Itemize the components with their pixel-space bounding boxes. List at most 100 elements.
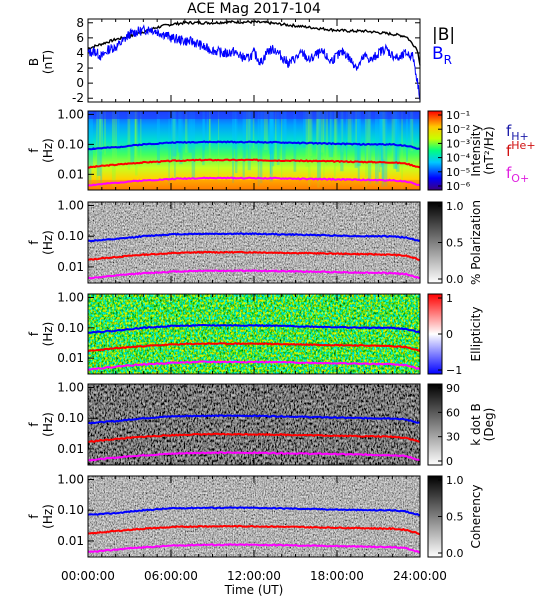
intensity-streak: [281, 111, 283, 180]
legend-br-main: B: [432, 44, 444, 64]
colorbar-label: % Polarization: [469, 200, 483, 285]
intensity-streak: [284, 111, 287, 145]
x-tick-label: 06:00:00: [144, 569, 198, 583]
intensity-streak: [188, 111, 192, 153]
intensity-streak: [127, 111, 131, 170]
intensity-streak: [317, 111, 320, 188]
intensity-streak: [115, 111, 117, 163]
panel-ellipticity: 1.00 0.10 0.01 f (Hz) 1 0 −1 Ellipticity: [27, 290, 483, 377]
gyro-line-fHe: [88, 342, 420, 353]
intensity-streak: [392, 111, 396, 169]
x-tick-label: 18:00:00: [310, 569, 364, 583]
intensity-streak: [140, 111, 142, 167]
intensity-streak: [379, 111, 381, 148]
ylabel-units: (Hz): [41, 138, 55, 163]
br-line: [87, 24, 421, 101]
intensity-streak: [379, 111, 382, 145]
intensity-streak: [274, 111, 277, 156]
colorbar-tick-label: 0.5: [446, 237, 464, 250]
intensity-streak: [320, 111, 324, 153]
ylabel: f: [27, 422, 41, 427]
intensity-streak: [317, 111, 321, 167]
intensity-streak: [232, 111, 235, 184]
intensity-streak: [202, 111, 205, 166]
intensity-background: [88, 111, 420, 190]
ytick-label: 1.00: [57, 381, 84, 395]
colorbar-tick-label: 10⁻⁵: [446, 166, 470, 179]
panel-coherency-image: [88, 476, 420, 557]
intensity-streak: [269, 111, 274, 161]
intensity-streak: [233, 111, 237, 149]
intensity-streak: [179, 111, 183, 165]
intensity-streak: [218, 111, 220, 183]
intensity-streak: [172, 111, 177, 157]
colorbar: [427, 383, 443, 466]
x-tick-label: 24:00:00: [393, 569, 447, 583]
intensity-streak: [100, 111, 103, 189]
panel-kdotb-image: [88, 384, 420, 465]
intensity-streak: [365, 111, 367, 190]
intensity-streak: [347, 111, 352, 147]
colorbar-tick-label: 10⁻³: [446, 137, 470, 150]
ylabel: f: [27, 331, 41, 336]
intensity-streak: [340, 111, 344, 172]
colorbar-tick-label: 0.5: [446, 511, 464, 524]
x-axis-ticks: 00:00:00 06:00:00 12:00:00 18:00:00 24:00:00: [61, 19, 447, 583]
intensity-streak: [250, 111, 253, 144]
x-tick-label: 12:00:00: [227, 569, 281, 583]
gyro-line-fH: [88, 414, 420, 425]
intensity-streak: [134, 111, 137, 162]
panel-intensity: 1.00 0.10 0.01 f (Hz) 10⁻¹10⁻²10⁻³ 10⁻⁴10⁻⁵10⁻…: [27, 107, 496, 193]
legend-fO-sub: O+: [511, 172, 529, 185]
intensity-streak: [247, 111, 251, 171]
intensity-streak: [249, 111, 251, 161]
intensity-streak: [99, 111, 101, 148]
ylabel-units: (Hz): [41, 322, 55, 347]
intensity-streak: [384, 111, 388, 187]
intensity-streak: [410, 111, 414, 152]
panel-polarization-image: [88, 202, 420, 283]
colorbar-tick-label: 0.0: [446, 273, 464, 286]
intensity-streak: [381, 111, 384, 188]
intensity-streak: [323, 111, 325, 182]
ylabel: f: [27, 514, 41, 519]
panel-b-ylabel: B: [27, 58, 41, 66]
colorbar-tick-label: 30: [446, 431, 460, 444]
intensity-streak: [252, 111, 255, 149]
intensity-streak: [351, 111, 354, 144]
colorbar-tick-label: 0: [446, 455, 453, 468]
intensity-streak: [177, 111, 181, 153]
intensity-streak: [203, 111, 205, 151]
intensity-streak: [88, 111, 92, 185]
ytick-label: 0.01: [57, 534, 84, 548]
gyro-line-fH: [88, 232, 420, 243]
intensity-streak: [293, 111, 297, 172]
intensity-streak: [315, 111, 318, 163]
gyro-line-fH: [88, 323, 420, 334]
intensity-streak: [271, 111, 273, 147]
intensity-streak: [345, 111, 348, 164]
b-ytick-label: 4: [76, 46, 84, 60]
intensity-streak: [135, 111, 138, 176]
ytick-label: 0.10: [57, 229, 84, 243]
intensity-streak: [357, 111, 360, 181]
ytick-label: 0.10: [57, 137, 84, 151]
panel-intensity-image: [88, 111, 420, 190]
colorbar-label: Coherency: [469, 484, 483, 548]
intensity-streak: [333, 111, 336, 182]
intensity-streak: [269, 111, 273, 182]
intensity-streak: [309, 111, 313, 157]
x-tick-label: 00:00:00: [61, 569, 115, 583]
gyro-line-fO: [88, 360, 420, 371]
colorbar-tick-label: 0.0: [446, 547, 464, 560]
x-axis-label: Time (UT): [224, 583, 284, 597]
intensity-streak: [282, 111, 286, 161]
colorbar-tick-label: 1.0: [446, 474, 464, 487]
colorbar-label-units: (nT²/Hz): [482, 126, 496, 174]
b-ytick-label: 0: [76, 76, 84, 90]
intensity-streak: [206, 111, 209, 147]
ytick-label: 0.01: [57, 442, 84, 456]
legend-fHe-main: f: [506, 142, 512, 160]
